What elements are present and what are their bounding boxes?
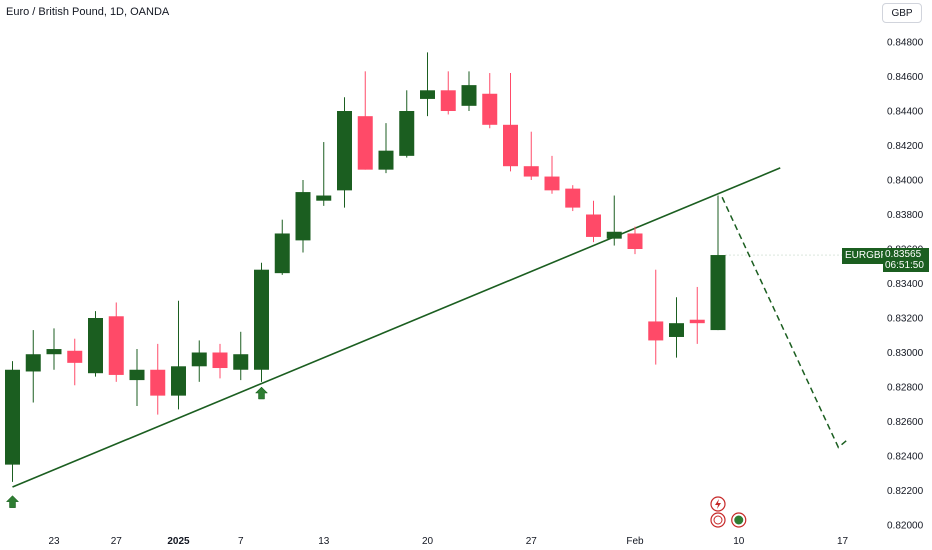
candle-body (254, 269, 269, 370)
currency-button[interactable]: GBP (882, 3, 922, 23)
candle-body (25, 354, 41, 372)
last-price-box: 0.83565 06:51:50 (883, 248, 929, 272)
candle-body (378, 150, 394, 170)
x-tick-label: 17 (837, 536, 849, 547)
y-tick-label: 0.84800 (887, 38, 924, 49)
candle-body (129, 369, 145, 381)
y-tick-label: 0.82600 (887, 417, 924, 428)
candle-body (357, 116, 373, 170)
candle-body (606, 231, 622, 239)
candle-body (337, 111, 352, 191)
x-tick-label: 13 (318, 536, 330, 547)
y-tick-label: 0.84600 (887, 72, 924, 83)
candle-body (212, 352, 228, 369)
candle-body (67, 350, 83, 363)
candle-body (399, 111, 415, 156)
x-tick-label: 7 (238, 536, 244, 547)
candle-body (191, 352, 207, 367)
uk-flag-inner (713, 515, 723, 525)
candle-body (544, 176, 560, 191)
candle-body (461, 85, 477, 106)
candle-body (565, 188, 581, 208)
candle-body (274, 233, 290, 274)
x-tick-label: 2025 (167, 536, 190, 547)
y-tick-label: 0.84000 (887, 176, 924, 187)
candle-body (171, 366, 186, 396)
candle-body (5, 369, 20, 465)
trendline (12, 167, 781, 488)
x-tick-label: 27 (526, 536, 538, 547)
bar-countdown: 06:51:50 (885, 260, 924, 271)
candle-body (88, 318, 103, 374)
projection-path (721, 196, 850, 449)
candle-body (150, 369, 166, 396)
candle-body (586, 214, 601, 237)
y-tick-label: 0.83800 (887, 210, 924, 221)
candle-body (482, 93, 498, 125)
candle-body (295, 192, 311, 241)
candle-body (669, 323, 684, 337)
candle-body (710, 255, 726, 331)
y-tick-label: 0.83400 (887, 279, 924, 290)
x-tick-label: 23 (48, 536, 60, 547)
chart-title: Euro / British Pound, 1D, OANDA (6, 6, 170, 18)
candle-body (503, 124, 518, 167)
lightning-glyph (715, 499, 721, 509)
candle-body (233, 354, 249, 370)
y-tick-label: 0.82800 (887, 383, 924, 394)
candle-body (46, 349, 62, 355)
candle-body (523, 166, 539, 177)
last-price-value: 0.83565 (885, 249, 922, 260)
candle-body (648, 321, 664, 341)
y-tick-label: 0.82200 (887, 486, 924, 497)
x-tick-label: 10 (733, 536, 745, 547)
x-tick-label: 27 (111, 536, 123, 547)
y-tick-label: 0.82000 (887, 521, 924, 532)
up-arrow-icon (254, 386, 269, 400)
y-tick-label: 0.84400 (887, 107, 924, 118)
candle-body (689, 319, 705, 324)
candle-body (316, 195, 332, 201)
symbol-price-badge: EURGBP (842, 248, 891, 264)
candle-body (627, 233, 643, 249)
y-tick-label: 0.83200 (887, 314, 924, 325)
eu-flag-inner (734, 515, 744, 525)
candle-body (420, 90, 435, 99)
y-tick-label: 0.82400 (887, 452, 924, 463)
x-tick-label: Feb (626, 536, 644, 547)
candle-body (108, 316, 124, 375)
y-tick-label: 0.84200 (887, 141, 924, 152)
candle-body (440, 90, 456, 111)
x-tick-label: 20 (422, 536, 434, 547)
y-tick-label: 0.83000 (887, 348, 924, 359)
up-arrow-icon (5, 495, 20, 508)
